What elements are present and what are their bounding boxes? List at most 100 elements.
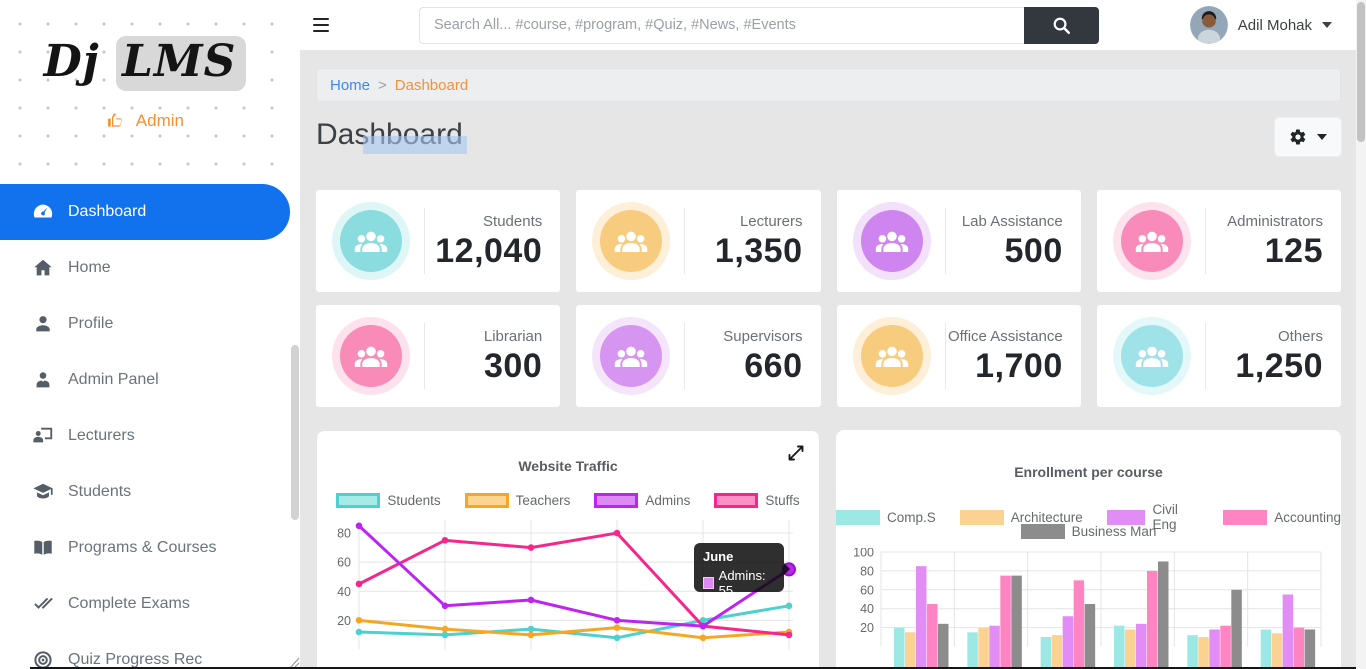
sidebar-scrollbar (290, 0, 300, 669)
stat-icon-halo (852, 202, 931, 280)
stat-icon-halo (1112, 317, 1191, 395)
caret-down-icon (1322, 22, 1332, 28)
legend-item-teachers[interactable]: Teachers (464, 493, 571, 508)
sidebar: Dj LMS Admin Dashboard Home Profile Admin P… (0, 0, 290, 669)
people-group-icon (600, 325, 663, 387)
chart-tooltip: June Admins: 55 (694, 543, 790, 598)
website-traffic-card: Website Traffic Students Teachers Admins St… (316, 430, 820, 669)
chart-legend-row-2[interactable]: Business Man (836, 524, 1341, 539)
sidebar-item-profile[interactable]: Profile (0, 296, 290, 352)
divider (424, 208, 425, 274)
student-icon (32, 481, 54, 503)
legend-swatch (1106, 509, 1146, 525)
search-input[interactable] (419, 6, 1024, 44)
breadcrumb: Home > Dashboard (316, 68, 1341, 102)
home-icon (32, 257, 54, 279)
divider (684, 208, 686, 274)
legend-swatch (714, 493, 759, 508)
people-group-icon (1120, 325, 1183, 387)
sidebar-item-label: Quiz Progress Rec (68, 651, 203, 668)
stat-label: Librarian (483, 327, 543, 345)
page-scrollbar-thumb[interactable] (1357, 2, 1365, 142)
stat-label: Lecturers (739, 212, 803, 230)
search-icon (1053, 17, 1070, 34)
target-icon (32, 649, 54, 669)
page-header: Dashboard (316, 118, 1341, 166)
stat-card: Lab Assistance 500 (836, 190, 1081, 292)
sidebar-item-label: Admin Panel (68, 371, 159, 388)
sidebar-item-admin-panel[interactable]: Admin Panel (0, 352, 290, 408)
sidebar-item-students[interactable]: Students (0, 464, 290, 520)
logo-highlight: LMS (115, 36, 247, 91)
legend-swatch (836, 509, 880, 525)
svg-text:20: 20 (337, 614, 351, 628)
svg-text:40: 40 (337, 585, 351, 599)
stat-text: Lab Assistance 500 (946, 211, 1065, 272)
legend-item-business-man[interactable]: Business Man (1020, 524, 1157, 539)
sidebar-item-lecturers[interactable]: Lecturers (0, 408, 290, 464)
sidebar-header: Dj LMS Admin (0, 0, 290, 180)
svg-text:20: 20 (860, 621, 874, 635)
legend-label: Business Man (1071, 524, 1157, 539)
stat-value: 1,250 (1235, 347, 1323, 386)
sidebar-scrollbar-thumb[interactable] (291, 345, 299, 520)
legend-label: Admins (645, 493, 691, 508)
stat-text: Office Assistance 1,700 (946, 326, 1065, 387)
stat-icon-halo (332, 202, 410, 280)
legend-swatch (1223, 509, 1268, 525)
breadcrumb-home-link[interactable]: Home (330, 76, 371, 94)
sidebar-item-dashboard[interactable]: Dashboard (0, 184, 290, 240)
legend-item-civil-eng[interactable]: Civil Eng (1106, 502, 1199, 532)
admin-user-icon (32, 369, 54, 391)
legend-item-accounting[interactable]: Accounting (1223, 502, 1341, 532)
stat-card: Lecturers 1,350 (576, 190, 821, 292)
legend-item-comp-s[interactable]: Comp.S (836, 502, 936, 532)
page-settings-button[interactable] (1275, 118, 1341, 156)
legend-swatch (594, 493, 639, 508)
svg-text:60: 60 (860, 583, 874, 597)
svg-text:80: 80 (860, 564, 874, 578)
lecturer-icon (32, 425, 54, 447)
sidebar-item-label: Home (68, 259, 111, 276)
double-check-icon (32, 593, 54, 615)
svg-text:100: 100 (853, 548, 874, 560)
sidebar-item-quiz-progress-rec[interactable]: Quiz Progress Rec (0, 632, 290, 669)
stat-label: Lab Assistance (961, 212, 1063, 230)
tooltip-series-swatch (703, 577, 714, 589)
expand-icon[interactable] (786, 443, 806, 463)
sidebar-item-home[interactable]: Home (0, 240, 290, 296)
search-button[interactable] (1024, 6, 1099, 44)
sidebar-item-complete-exams[interactable]: Complete Exams (0, 576, 290, 632)
app-logo[interactable]: Dj LMS (0, 36, 290, 91)
legend-item-students[interactable]: Students (336, 493, 441, 508)
resize-grip-icon[interactable] (290, 656, 300, 668)
legend-item-architecture[interactable]: Architecture (959, 502, 1083, 532)
avatar (1189, 6, 1228, 44)
dashboard-icon (32, 201, 54, 223)
sidebar-item-programs-courses[interactable]: Programs & Courses (0, 520, 290, 576)
people-group-icon (860, 325, 923, 387)
thumbs-up-icon (108, 113, 122, 127)
legend-swatch (959, 509, 1004, 525)
stat-label: Office Assistance (947, 327, 1063, 345)
chart-legend[interactable]: Students Teachers Admins Stuffs (317, 493, 819, 508)
hamburger-icon[interactable] (313, 18, 329, 32)
legend-item-admins[interactable]: Admins (594, 493, 690, 508)
stat-text: Librarian 300 (425, 326, 544, 387)
text-selection-highlight (363, 136, 467, 154)
user-menu[interactable]: Adil Mohak (1189, 6, 1332, 44)
sidebar-item-label: Lecturers (68, 427, 135, 444)
svg-text:80: 80 (337, 527, 351, 541)
stat-label: Others (1277, 327, 1323, 345)
people-group-icon (600, 210, 663, 272)
legend-item-stuffs[interactable]: Stuffs (714, 493, 800, 508)
enrollment-chart[interactable]: 40 60 80 100 20 (836, 548, 1341, 669)
sidebar-item-label: Complete Exams (68, 595, 190, 612)
book-icon (32, 537, 54, 559)
legend-swatch (464, 493, 509, 508)
stat-icon-halo (592, 317, 671, 395)
stat-card: Administrators 125 (1096, 190, 1341, 292)
chart-legend-row-1[interactable]: Comp.S Architecture Civil Eng Accounting (836, 502, 1341, 532)
stat-text: Others 1,250 (1206, 326, 1325, 387)
legend-label: Teachers (515, 493, 571, 508)
